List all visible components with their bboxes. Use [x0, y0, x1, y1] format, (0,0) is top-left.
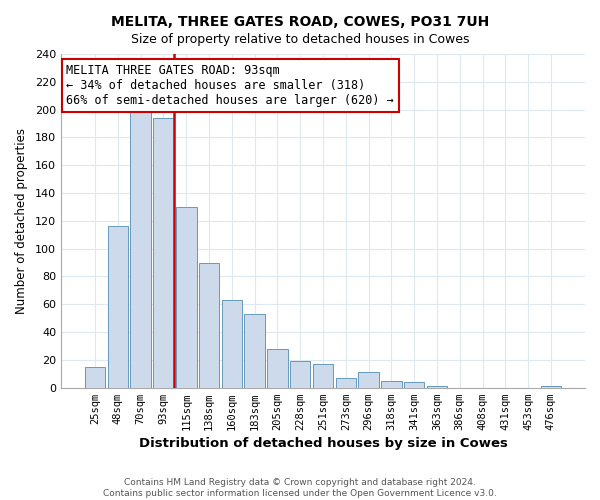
- Bar: [221, 300, 242, 388]
- Bar: [130, 111, 151, 388]
- Bar: [267, 349, 288, 388]
- Bar: [335, 378, 356, 388]
- Bar: [153, 118, 174, 388]
- Bar: [381, 380, 401, 388]
- Bar: [176, 207, 197, 388]
- Bar: [427, 386, 447, 388]
- Bar: [244, 314, 265, 388]
- Text: MELITA THREE GATES ROAD: 93sqm
← 34% of detached houses are smaller (318)
66% of: MELITA THREE GATES ROAD: 93sqm ← 34% of …: [66, 64, 394, 107]
- Bar: [290, 362, 310, 388]
- Bar: [85, 367, 106, 388]
- X-axis label: Distribution of detached houses by size in Cowes: Distribution of detached houses by size …: [139, 437, 508, 450]
- Bar: [404, 382, 424, 388]
- Bar: [541, 386, 561, 388]
- Bar: [358, 372, 379, 388]
- Text: MELITA, THREE GATES ROAD, COWES, PO31 7UH: MELITA, THREE GATES ROAD, COWES, PO31 7U…: [111, 15, 489, 29]
- Bar: [313, 364, 333, 388]
- Text: Contains HM Land Registry data © Crown copyright and database right 2024.
Contai: Contains HM Land Registry data © Crown c…: [103, 478, 497, 498]
- Bar: [199, 262, 220, 388]
- Bar: [107, 226, 128, 388]
- Y-axis label: Number of detached properties: Number of detached properties: [15, 128, 28, 314]
- Text: Size of property relative to detached houses in Cowes: Size of property relative to detached ho…: [131, 32, 469, 46]
